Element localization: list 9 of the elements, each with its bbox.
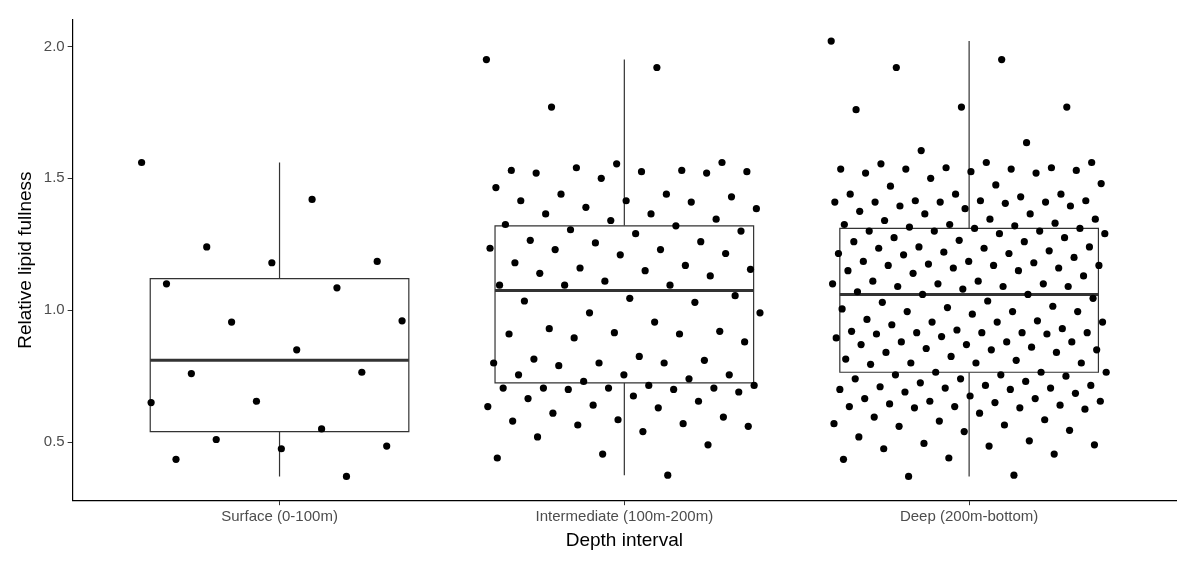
y-tick-label: 0.5 [43,432,65,450]
y-tick-label: 1.5 [43,168,65,186]
x-tick-label: Surface (0-100m) [221,507,338,525]
x-tick-label: Intermediate (100m-200m) [535,507,714,525]
x-axis-title: Depth interval [565,528,683,550]
x-tick-label: Deep (200m-bottom) [899,507,1039,525]
y-tick-label: 1.0 [43,300,65,318]
y-tick-label: 2.0 [43,36,65,54]
y-axis-title: Relative lipid fullness [13,171,35,349]
